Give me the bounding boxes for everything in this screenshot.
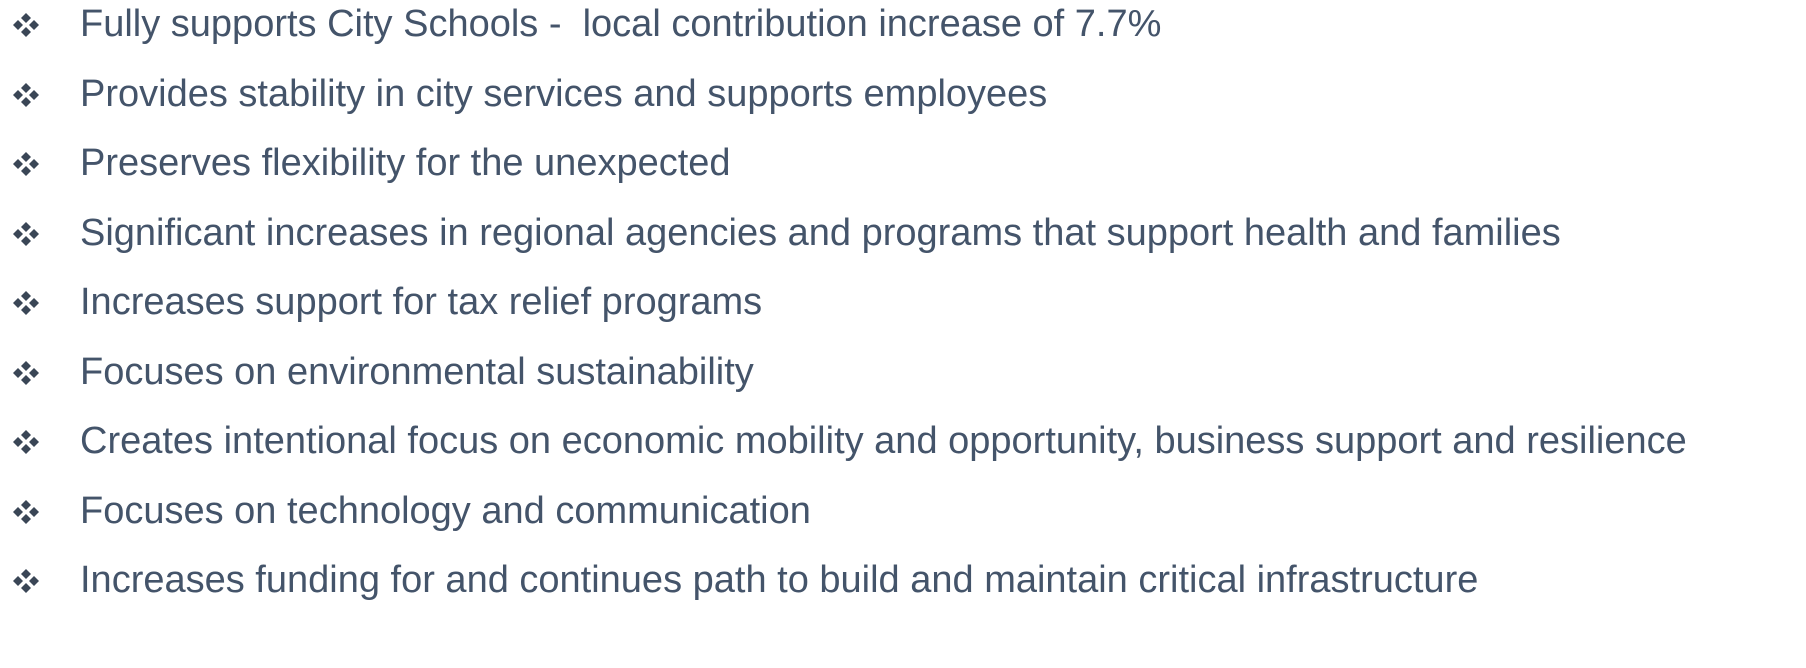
bullet-item: Creates intentional focus on economic mo… — [0, 407, 1800, 477]
bullet-item: Fully supports City Schools - local cont… — [0, 0, 1800, 60]
bullet-diamond — [21, 583, 31, 593]
bullet-diamond — [29, 298, 39, 308]
bullet-diamond — [21, 166, 31, 176]
bullet-diamond — [21, 499, 31, 510]
bullet-item: Focuses on environmental sustainability — [0, 338, 1800, 408]
bullet-diamond — [29, 367, 39, 378]
bullet-diamond — [13, 298, 23, 308]
bullet-item: Focuses on technology and communication — [0, 477, 1800, 547]
bullet-item: Significant increases in regional agenci… — [0, 199, 1800, 269]
bullet-icon — [13, 291, 39, 315]
bullet-diamond — [21, 221, 31, 232]
bullet-diamond — [13, 367, 23, 378]
bullet-diamond — [13, 228, 23, 239]
bullet-icon — [13, 13, 39, 37]
bullet-diamond — [21, 96, 31, 107]
bullet-diamond — [21, 305, 31, 315]
bullet-diamond — [21, 513, 31, 524]
bullet-icon — [13, 221, 39, 246]
bullet-diamond — [21, 374, 31, 385]
bullet-diamond — [29, 228, 39, 239]
bullet-diamond — [13, 20, 23, 30]
bullet-icon — [13, 360, 39, 385]
bullet-diamond — [29, 506, 39, 517]
bullet-list: Fully supports City Schools - local cont… — [0, 0, 1800, 616]
bullet-diamond — [21, 82, 31, 93]
bullet-diamond — [21, 152, 31, 162]
bullet-diamond — [29, 20, 39, 30]
bullet-diamond — [29, 576, 39, 586]
bullet-diamond — [29, 159, 39, 169]
bullet-diamond — [29, 89, 39, 100]
bullet-text: Provides stability in city services and … — [80, 72, 1048, 115]
bullet-item: Provides stability in city services and … — [0, 60, 1800, 130]
bullet-diamond — [21, 444, 31, 454]
bullet-diamond — [29, 437, 39, 447]
bullet-icon — [13, 152, 39, 176]
bullet-diamond — [21, 360, 31, 371]
bullet-icon — [13, 430, 39, 454]
bullet-text: Focuses on technology and communication — [80, 489, 811, 532]
bullet-text: Creates intentional focus on economic mo… — [80, 420, 1687, 462]
bullet-icon — [13, 499, 39, 524]
bullet-diamond — [21, 569, 31, 579]
bullet-text: Increases support for tax relief program… — [80, 281, 763, 323]
bullet-diamond — [21, 291, 31, 301]
bullet-item: Increases support for tax relief program… — [0, 268, 1800, 338]
bullet-icon — [13, 569, 39, 593]
bullet-diamond — [13, 506, 23, 517]
bullet-diamond — [13, 89, 23, 100]
bullet-diamond — [13, 159, 23, 169]
bullet-diamond — [21, 27, 31, 37]
bullet-text: Preserves flexibility for the unexpected — [80, 142, 731, 184]
bullet-diamond — [21, 235, 31, 246]
bullet-text: Focuses on environmental sustainability — [80, 350, 754, 393]
bullet-text: Fully supports City Schools - local cont… — [80, 3, 1162, 45]
bullet-text: Significant increases in regional agenci… — [80, 211, 1561, 254]
bullet-icon — [13, 82, 39, 107]
bullet-item: Increases funding for and continues path… — [0, 546, 1800, 616]
bullet-diamond — [21, 430, 31, 440]
bullet-diamond — [13, 437, 23, 447]
bullet-item: Preserves flexibility for the unexpected — [0, 129, 1800, 199]
bullet-text: Increases funding for and continues path… — [80, 559, 1479, 601]
bullet-diamond — [13, 576, 23, 586]
bullet-diamond — [21, 13, 31, 23]
